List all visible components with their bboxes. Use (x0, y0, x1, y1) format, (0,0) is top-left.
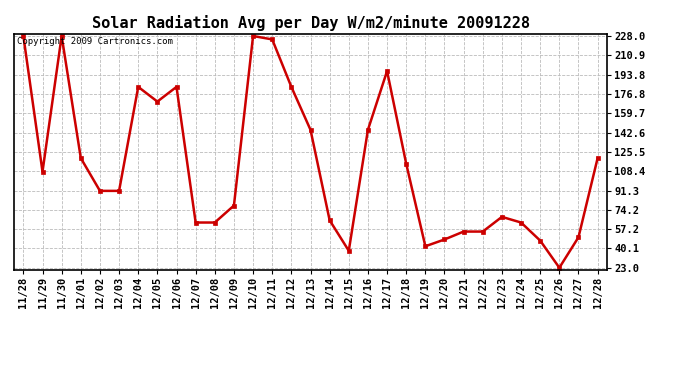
Title: Solar Radiation Avg per Day W/m2/minute 20091228: Solar Radiation Avg per Day W/m2/minute … (92, 15, 529, 31)
Text: Copyright 2009 Cartronics.com: Copyright 2009 Cartronics.com (17, 37, 172, 46)
